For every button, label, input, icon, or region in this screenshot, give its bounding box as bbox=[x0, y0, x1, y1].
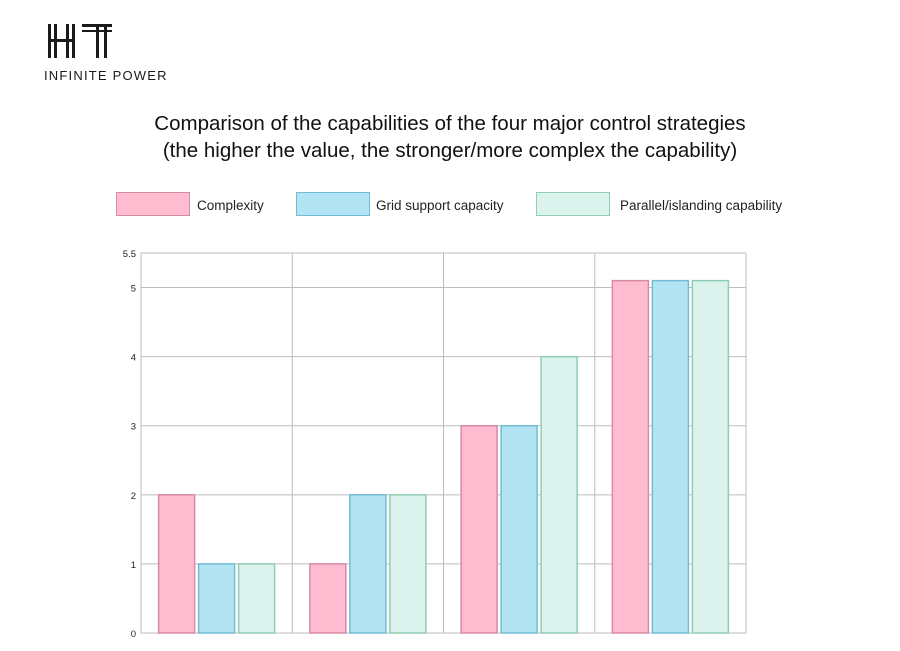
y-tick-label-3: 3 bbox=[131, 422, 136, 433]
chart-title-line-2: (the higher the value, the stronger/more… bbox=[162, 139, 738, 162]
y-tick-label-5: 5 bbox=[131, 284, 136, 295]
y-tick-label-0: 0 bbox=[131, 629, 136, 640]
bar-parallel-0 bbox=[237, 563, 276, 634]
legend-swatch-parallel bbox=[536, 192, 610, 216]
y-tick-label-6: 5.5 bbox=[123, 249, 136, 260]
bar-grid-support-2 bbox=[500, 424, 538, 634]
bar-complexity-1 bbox=[309, 563, 347, 634]
bar-complexity-2 bbox=[460, 424, 498, 634]
brand-tagline: INFINITE POWER bbox=[44, 68, 168, 83]
bar-grid-support-1 bbox=[349, 494, 387, 634]
chart-title: Comparison of the capabilities of the fo… bbox=[0, 110, 900, 164]
bar-complexity-3 bbox=[611, 279, 650, 634]
brand-logo: HT INFINITE POWER bbox=[44, 18, 214, 88]
bar-parallel-2 bbox=[540, 355, 578, 634]
chart-title-line-1: Comparison of the capabilities of the fo… bbox=[154, 112, 746, 135]
y-tick-label-2: 2 bbox=[131, 491, 136, 502]
legend-swatch-complexity bbox=[116, 192, 190, 216]
legend-label-complexity: Complexity bbox=[197, 198, 264, 213]
ht-logo-icon: HT bbox=[48, 24, 112, 58]
bar-parallel-3 bbox=[691, 279, 730, 634]
bar-grid-support-0 bbox=[197, 563, 236, 634]
y-tick-label-1: 1 bbox=[131, 560, 136, 571]
bar-complexity-0 bbox=[157, 494, 196, 634]
bar-parallel-1 bbox=[389, 494, 427, 634]
y-tick-label-4: 4 bbox=[131, 353, 136, 364]
chart-legend: Complexity Grid support capacity Paralle… bbox=[0, 192, 900, 222]
legend-label-grid-support: Grid support capacity bbox=[376, 198, 504, 213]
legend-label-parallel: Parallel/islanding capability bbox=[620, 198, 783, 213]
bar-grid-support-3 bbox=[651, 279, 690, 634]
legend-swatch-grid-support bbox=[296, 192, 370, 216]
